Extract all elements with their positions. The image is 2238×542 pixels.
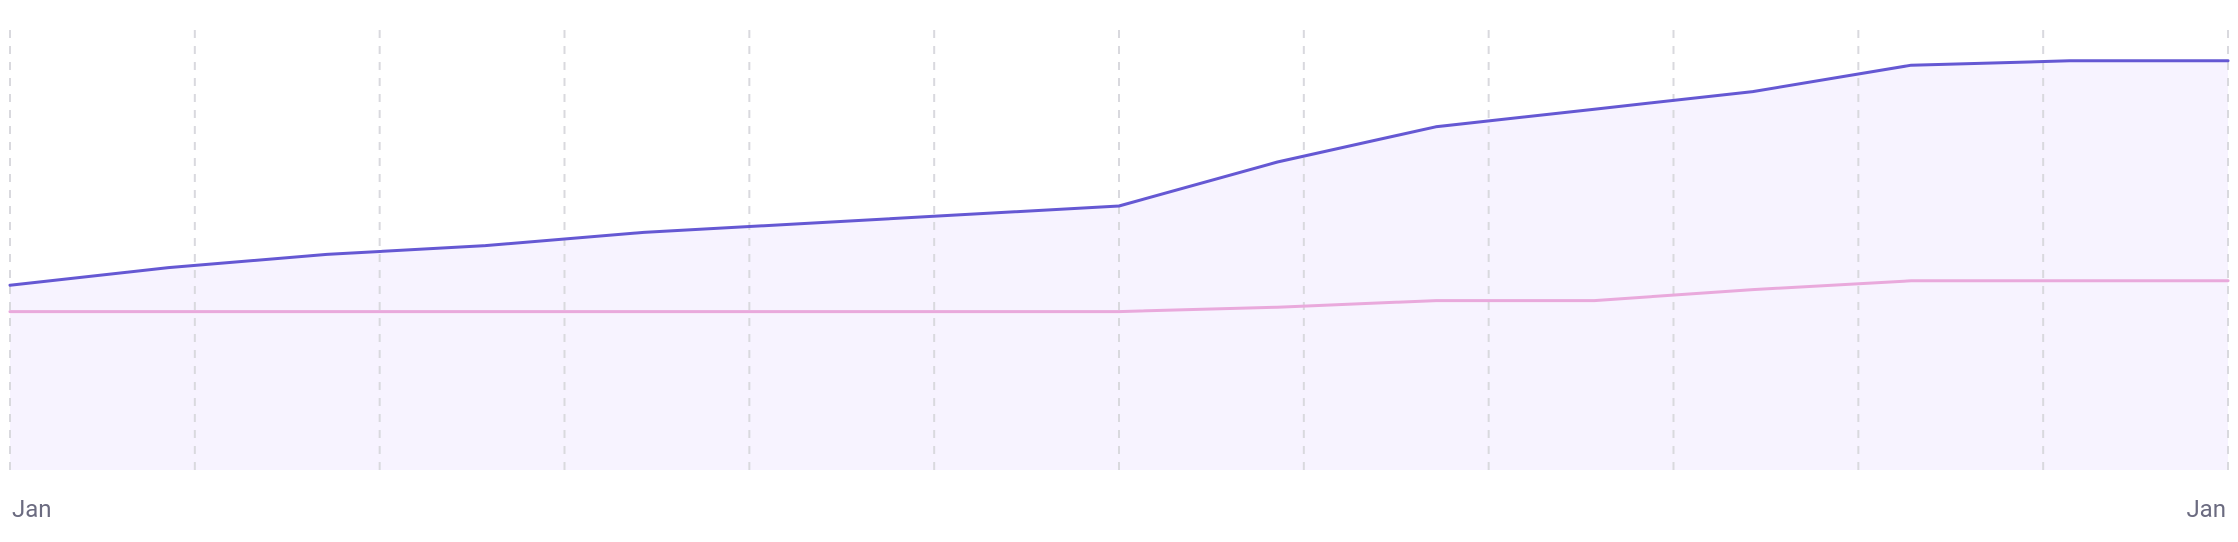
chart-svg — [0, 0, 2238, 542]
x-axis-label-end: Jan — [2186, 495, 2226, 523]
x-axis-labels: Jan Jan — [0, 495, 2238, 523]
x-axis-label-start: Jan — [12, 495, 52, 523]
area-chart: Jan Jan — [0, 0, 2238, 542]
